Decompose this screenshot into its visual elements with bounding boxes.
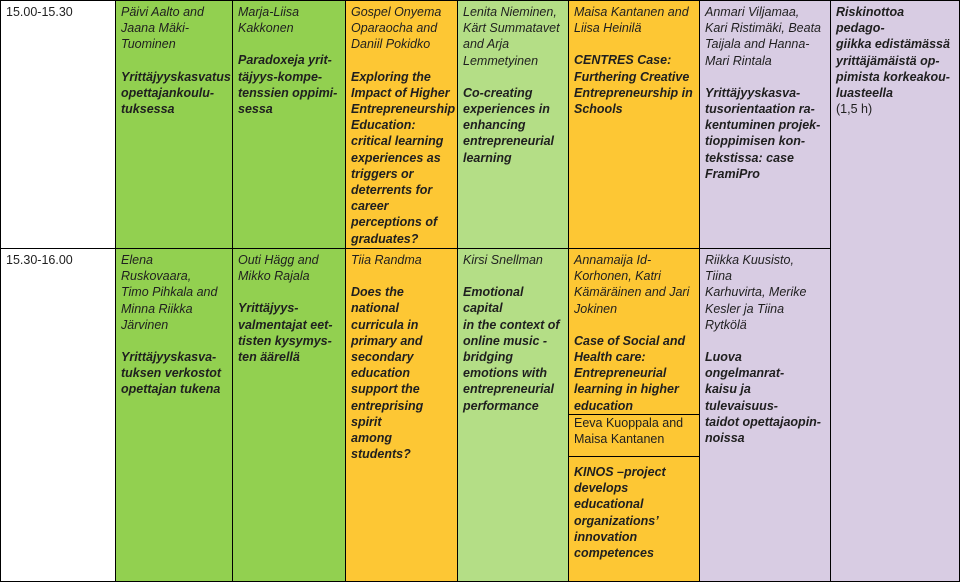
col7-bg xyxy=(830,0,960,582)
col6-r2-title: Luova ongelmanrat- kaisu ja tulevaisuus-… xyxy=(705,350,821,446)
col2-r2-authors: Outi Hägg and Mikko Rajala xyxy=(238,253,319,284)
col5-divider-2 xyxy=(568,456,699,457)
col6-session-2: Riikka Kuusisto, Tiina Karhuvirta, Merik… xyxy=(699,248,830,582)
col2-r1-title: Paradoxeja yrit- täjyys-kompe- tenssien … xyxy=(238,53,338,117)
col4-session-2: Kirsi Snellman Emotional capital in the … xyxy=(457,248,568,582)
grid-v1 xyxy=(115,0,116,582)
col4-r1-title: Co-creating experiences in enhancing ent… xyxy=(463,85,555,165)
col5-r1-title: CENTRES Case: Furthering Creative Entrep… xyxy=(574,53,693,117)
col3-bg xyxy=(345,0,457,582)
col5-divider-1 xyxy=(568,414,699,415)
col2-r1-authors: Marja-Liisa Kakkonen xyxy=(238,5,300,36)
col4-r2-title: Emotional capital in the context of onli… xyxy=(463,285,560,413)
col1-r1-title: Yrittäjyyskasvatus opettajankoulu- tukse… xyxy=(121,69,231,117)
col1-bg xyxy=(115,0,232,582)
grid-v7 xyxy=(830,0,831,582)
col6-r1-authors: Anmari Viljamaa, Kari Ristimäki, Beata T… xyxy=(705,5,822,68)
col6-r2-authors: Riikka Kuusisto, Tiina Karhuvirta, Merik… xyxy=(705,253,807,332)
grid-v2 xyxy=(232,0,233,582)
col7-session: Riskinottoa pedago- giikka edistämässä y… xyxy=(830,0,960,582)
col5-r1-authors: Maisa Kantanen and Liisa Heinilä xyxy=(574,5,689,36)
col5-r2-authors2: Eeva Kuoppala and Maisa Kantanen xyxy=(574,415,684,447)
col1-r2-authors: Elena Ruskovaara, Timo Pihkala and Minna… xyxy=(121,253,218,332)
col5-r2-title: Case of Social and Health care: Entrepre… xyxy=(574,333,686,413)
col3-session-1: Gospel Onyema Oparaocha and Daniil Pokid… xyxy=(345,0,457,248)
grid-v4 xyxy=(457,0,458,582)
col1-r2-title: Yrittäjyyskasva- tuksen verkostot opetta… xyxy=(121,350,222,397)
col5-session-1: Maisa Kantanen and Liisa Heinilä CENTRES… xyxy=(568,0,699,248)
col1-session-1: Päivi Aalto and Jaana Mäki- Tuominen Yri… xyxy=(115,0,232,248)
col3-r2-authors: Tiia Randma xyxy=(351,253,422,267)
grid-top xyxy=(0,0,960,1)
col4-r2-authors: Kirsi Snellman xyxy=(463,253,543,267)
col2-session-2: Outi Hägg and Mikko Rajala Yrittäjyys- v… xyxy=(232,248,345,582)
col1-session-2: Elena Ruskovaara, Timo Pihkala and Minna… xyxy=(115,248,232,582)
col4-session-1: Lenita Nieminen, Kärt Summatavet and Arj… xyxy=(457,0,568,248)
time-column xyxy=(0,0,115,582)
time-slot-2: 15.30-16.00 xyxy=(6,253,73,267)
col2-session-1: Marja-Liisa Kakkonen Paradoxeja yrit- tä… xyxy=(232,0,345,248)
col3-session-2: Tiia Randma Does the national curricula … xyxy=(345,248,457,582)
col6-session-1: Anmari Viljamaa, Kari Ristimäki, Beata T… xyxy=(699,0,830,248)
col5-session-2: Annamaija Id- Korhonen, Katri Kämäräinen… xyxy=(568,248,699,582)
col2-bg xyxy=(232,0,345,582)
grid-v3 xyxy=(345,0,346,582)
col7-duration: (1,5 h) xyxy=(836,102,873,117)
grid-row-divider xyxy=(0,248,830,249)
grid-v5 xyxy=(568,0,569,582)
col5-r2-title2: KINOS –project develops educational orga… xyxy=(574,465,666,561)
col1-r1-authors: Päivi Aalto and Jaana Mäki- Tuominen xyxy=(121,5,204,52)
col6-r1-title: Yrittäjyyskasva- tusorientaation ra- ken… xyxy=(705,85,821,181)
grid-v0 xyxy=(0,0,1,582)
col4-r1-authors: Lenita Nieminen, Kärt Summatavet and Arj… xyxy=(463,5,560,68)
col6-bg xyxy=(699,0,830,582)
col7-title: Riskinottoa pedago- giikka edistämässä y… xyxy=(836,5,950,101)
col4-bg xyxy=(457,0,568,582)
time-slot-1: 15.00-15.30 xyxy=(6,5,73,19)
col3-r1-authors: Gospel Onyema Oparaocha and Daniil Pokid… xyxy=(351,5,442,52)
col3-r1-title: Exploring the Impact of Higher Entrepren… xyxy=(351,69,456,246)
col5-r2-authors: Annamaija Id- Korhonen, Katri Kämäräinen… xyxy=(574,253,690,316)
grid-v6 xyxy=(699,0,700,582)
col2-r2-title: Yrittäjyys- valmentajat eet- tisten kysy… xyxy=(238,301,333,365)
col5-bg xyxy=(568,0,699,582)
col5-session-3: KINOS –project develops educational orga… xyxy=(568,462,699,582)
col3-r2-title: Does the national curricula in primary a… xyxy=(351,285,424,462)
